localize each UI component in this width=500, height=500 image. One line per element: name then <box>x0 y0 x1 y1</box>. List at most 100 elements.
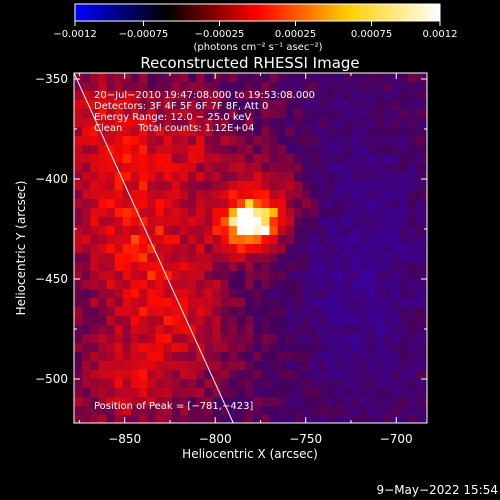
heatmap-cell <box>82 343 91 353</box>
heatmap-cell <box>131 406 140 416</box>
heatmap-cell <box>269 271 279 281</box>
heatmap-cell <box>163 379 173 389</box>
heatmap-cell <box>285 388 295 398</box>
heatmap-cell <box>98 307 108 317</box>
heatmap-cell <box>391 181 401 191</box>
heatmap-cell <box>204 82 214 92</box>
heatmap-cell <box>342 154 352 164</box>
heatmap-cell <box>310 406 319 416</box>
heatmap-cell <box>310 199 319 209</box>
heatmap-cell <box>334 370 344 380</box>
heatmap-cell <box>171 253 181 263</box>
heatmap-cell <box>220 280 230 290</box>
heatmap-cell <box>261 298 271 308</box>
heatmap-cell <box>106 217 116 227</box>
heatmap-cell <box>261 172 271 182</box>
heatmap-cell <box>424 298 427 308</box>
heatmap-cell <box>334 361 344 371</box>
heatmap-cell <box>204 91 214 101</box>
heatmap-cell <box>350 217 360 227</box>
heatmap-cell <box>261 406 271 416</box>
heatmap-cell <box>139 253 148 263</box>
heatmap-cell <box>293 316 303 326</box>
heatmap-cell <box>310 352 319 362</box>
colorbar-tick-label: 0.00075 <box>351 29 392 40</box>
heatmap-cell <box>261 181 271 191</box>
heatmap-cell <box>236 388 246 398</box>
heatmap-cell <box>163 244 173 254</box>
heatmap-cell <box>196 298 205 308</box>
heatmap-cell <box>236 334 246 344</box>
colorbar-tick-label: −0.0012 <box>53 29 96 40</box>
heatmap-cell <box>407 145 417 155</box>
heatmap-cell <box>391 280 401 290</box>
heatmap-cell <box>212 154 222 164</box>
heatmap-cell <box>383 370 393 380</box>
heatmap-cell <box>334 235 344 245</box>
heatmap-cell <box>253 253 262 263</box>
heatmap-cell <box>383 307 393 317</box>
heatmap-cell <box>155 154 165 164</box>
heatmap-cell <box>326 325 336 335</box>
heatmap-cell <box>334 325 344 335</box>
heatmap-cell <box>122 352 132 362</box>
heatmap-cell <box>220 388 230 398</box>
heatmap-cell <box>302 226 311 236</box>
heatmap-cell <box>212 73 222 83</box>
heatmap-cell <box>342 253 352 263</box>
heatmap-cell <box>131 325 140 335</box>
heatmap-cell <box>90 244 100 254</box>
heatmap-cell <box>407 244 417 254</box>
heatmap-cell <box>277 307 287 317</box>
heatmap-cell <box>106 343 116 353</box>
heatmap-cell <box>228 163 238 173</box>
heatmap-cell <box>212 298 222 308</box>
heatmap-cell <box>383 145 393 155</box>
heatmap-cell <box>228 370 238 380</box>
heatmap-cell <box>269 235 279 245</box>
heatmap-cell <box>342 361 352 371</box>
heatmap-cell <box>261 415 271 423</box>
heatmap-cell <box>147 388 157 398</box>
heatmap-cell <box>147 271 157 281</box>
heatmap-cell <box>277 172 287 182</box>
heatmap-cell <box>188 253 197 263</box>
heatmap-cell <box>383 91 393 101</box>
heatmap-cell <box>82 118 91 128</box>
heatmap-cell <box>269 415 279 423</box>
heatmap-cell <box>334 154 344 164</box>
heatmap-cell <box>163 172 173 182</box>
heatmap-cell <box>302 307 311 317</box>
heatmap-cell <box>228 199 238 209</box>
heatmap-cell <box>179 208 189 218</box>
heatmap-cell <box>171 397 181 407</box>
heatmap-cell <box>245 136 254 146</box>
heatmap-cell <box>350 388 360 398</box>
heatmap-cell <box>188 406 197 416</box>
heatmap-cell <box>367 73 377 83</box>
colorbar-ticks: −0.0012 −0.00075 −0.00025 0.00025 0.00075 0.0… <box>53 21 458 40</box>
heatmap-cell <box>326 352 336 362</box>
heatmap-cell <box>253 100 262 110</box>
annotation-detectors: Detectors: 3F 4F 5F 6F 7F 8F, Att 0 <box>94 101 268 112</box>
heatmap-cell <box>302 163 311 173</box>
heatmap-cell <box>228 307 238 317</box>
heatmap-cell <box>163 316 173 326</box>
heatmap-cell <box>318 316 328 326</box>
heatmap-cell <box>310 334 319 344</box>
heatmap-cell <box>383 181 393 191</box>
heatmap-cell <box>122 307 132 317</box>
heatmap-cell <box>261 154 271 164</box>
heatmap-cell <box>98 298 108 308</box>
heatmap-cell <box>228 91 238 101</box>
heatmap-cell <box>106 307 116 317</box>
heatmap-cell <box>342 100 352 110</box>
heatmap-cell <box>253 289 262 299</box>
heatmap-cell <box>131 415 140 423</box>
heatmap-cell <box>253 343 262 353</box>
heatmap-cell <box>416 388 425 398</box>
heatmap-cell <box>285 334 295 344</box>
heatmap-cell <box>277 208 287 218</box>
heatmap-cell <box>82 136 91 146</box>
heatmap-cell <box>90 226 100 236</box>
